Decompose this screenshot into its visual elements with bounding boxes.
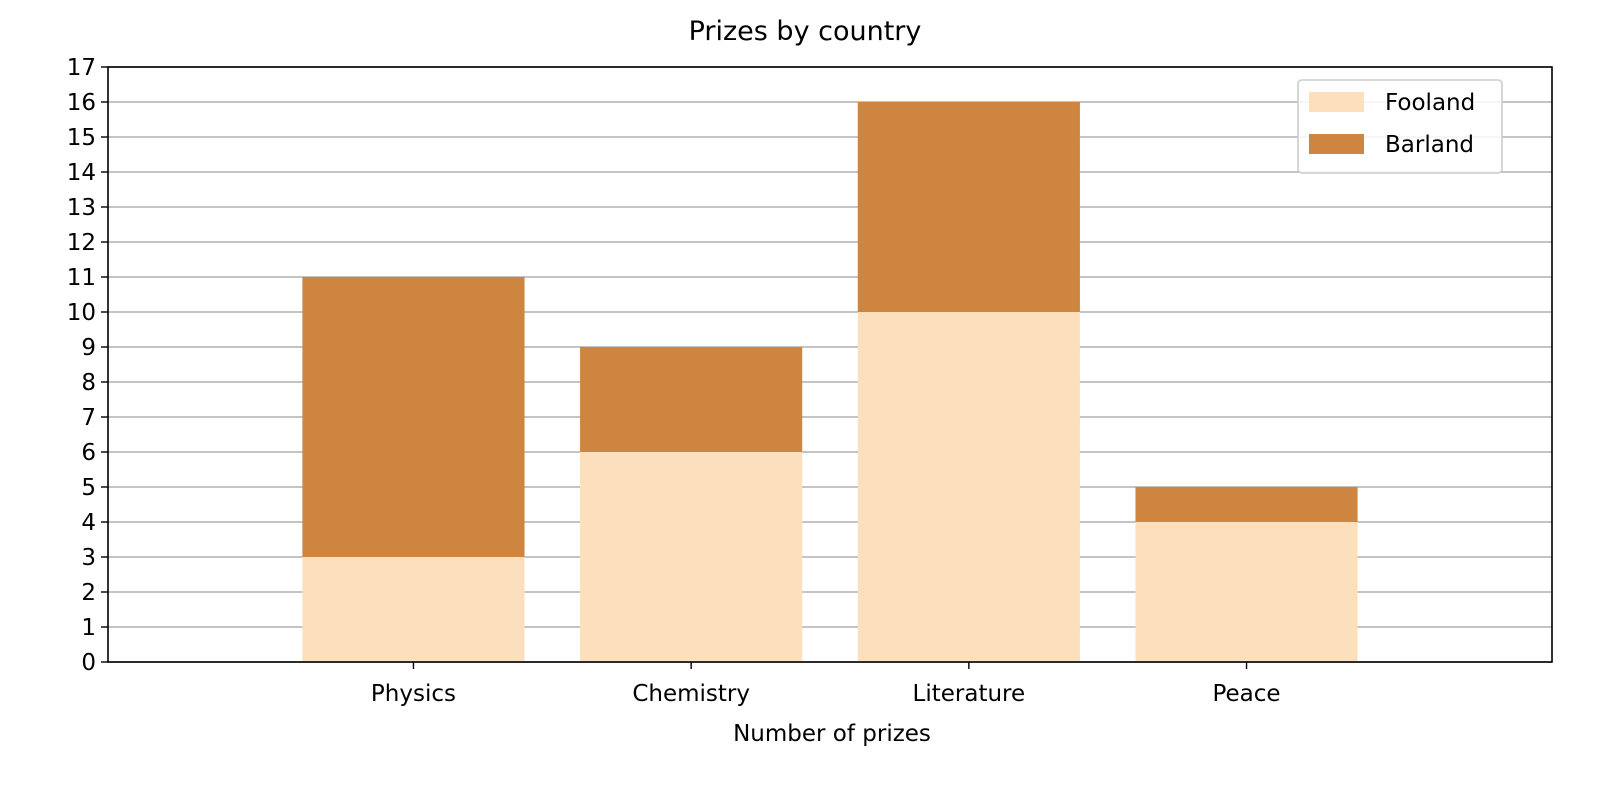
y-tick-label: 17 <box>67 55 96 81</box>
y-tick-label: 2 <box>81 580 96 606</box>
y-tick-label: 16 <box>67 90 96 116</box>
y-tick-label: 12 <box>67 230 96 256</box>
bar-fooland-chemistry <box>580 452 803 662</box>
legend-swatch-barland <box>1309 134 1364 154</box>
y-tick-label: 1 <box>81 615 96 641</box>
y-tick-label: 7 <box>81 405 96 431</box>
x-tick-label: Literature <box>913 681 1026 707</box>
x-tick-label: Chemistry <box>632 681 750 707</box>
bar-barland-chemistry <box>580 347 803 452</box>
y-tick-label: 14 <box>67 160 96 186</box>
bar-barland-physics <box>302 277 525 557</box>
legend: Fooland Barland <box>1297 79 1503 174</box>
legend-label-fooland: Fooland <box>1385 90 1475 116</box>
y-tick-label: 3 <box>81 545 96 571</box>
legend-swatch-fooland <box>1309 92 1364 112</box>
y-tick-label: 13 <box>67 195 96 221</box>
y-tick-label: 10 <box>67 300 96 326</box>
y-tick-label: 15 <box>67 125 96 151</box>
bar-barland-literature <box>857 102 1080 312</box>
y-tick-label: 4 <box>81 510 96 536</box>
chart-title: Prizes by country <box>689 16 922 47</box>
y-tick-label: 11 <box>67 265 96 291</box>
y-tick-label: 8 <box>81 370 96 396</box>
y-tick-label: 6 <box>81 440 96 466</box>
y-tick-label: 0 <box>81 650 96 676</box>
x-tick-label: Physics <box>371 681 456 707</box>
bar-fooland-peace <box>1135 522 1358 662</box>
y-tick-label: 5 <box>81 475 96 501</box>
x-tick-label: Peace <box>1212 681 1280 707</box>
x-axis-ticks: Physics Chemistry Literature Peace <box>371 662 1281 707</box>
bar-fooland-literature <box>857 312 1080 662</box>
bar-barland-peace <box>1135 487 1358 522</box>
bar-fooland-physics <box>302 557 525 662</box>
bars <box>302 102 1358 662</box>
y-tick-label: 9 <box>81 335 96 361</box>
legend-label-barland: Barland <box>1385 132 1474 158</box>
x-axis-label: Number of prizes <box>733 721 931 747</box>
plot-frame <box>107 66 1553 663</box>
